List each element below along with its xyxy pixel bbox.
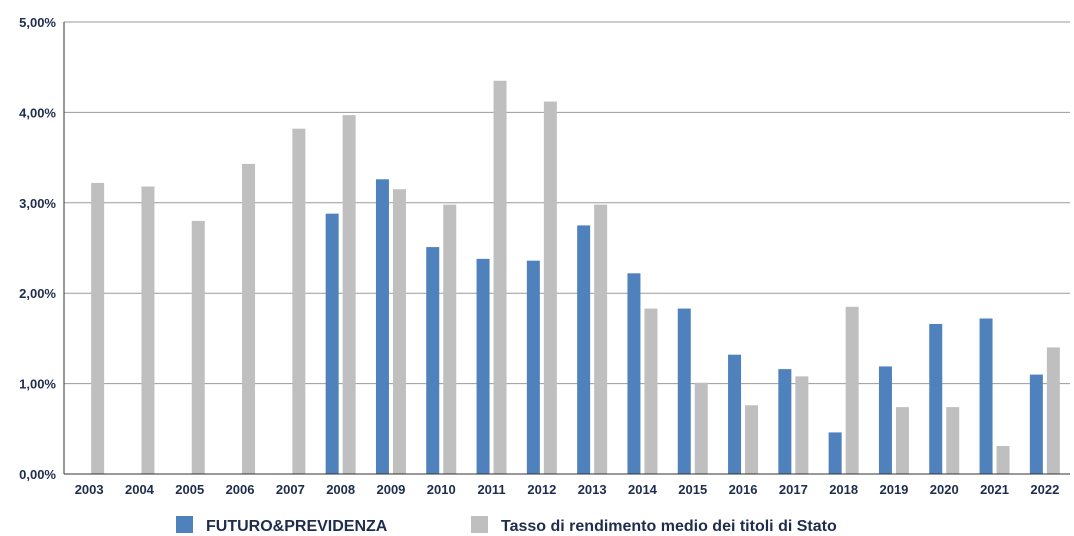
y-tick-label: 3,00% bbox=[19, 196, 56, 211]
bar-tasso-rendimento-2008 bbox=[342, 115, 356, 474]
x-tick-label: 2021 bbox=[980, 482, 1009, 497]
bar-tasso-rendimento-2009 bbox=[392, 189, 406, 475]
bar-tasso-rendimento-2017 bbox=[795, 376, 809, 474]
bar-tasso-rendimento-2010 bbox=[443, 204, 457, 474]
x-tick-label: 2020 bbox=[930, 482, 959, 497]
y-tick-label: 1,00% bbox=[19, 377, 56, 392]
x-tick-label: 2013 bbox=[578, 482, 607, 497]
legend-label-tasso-rendimento: Tasso di rendimento medio dei titoli di … bbox=[501, 518, 837, 535]
x-tick-label: 2017 bbox=[779, 482, 808, 497]
bar-futuro-previdenza-2015 bbox=[677, 308, 691, 474]
bar-tasso-rendimento-2007 bbox=[292, 128, 306, 474]
bar-tasso-rendimento-2003 bbox=[91, 182, 105, 475]
x-tick-label: 2012 bbox=[527, 482, 556, 497]
x-tick-label: 2011 bbox=[477, 482, 505, 497]
bar-futuro-previdenza-2018 bbox=[828, 432, 842, 474]
legend-swatch-futuro-previdenza bbox=[176, 516, 193, 533]
x-tick-label: 2016 bbox=[729, 482, 758, 497]
bar-futuro-previdenza-2011 bbox=[476, 258, 490, 474]
bar-tasso-rendimento-2020 bbox=[946, 407, 960, 474]
x-axis-tick-labels: 2003 2004 2005 2006 2007 2008 2009 2010 2011 2012… bbox=[75, 482, 1060, 497]
bar-tasso-rendimento-2022 bbox=[1046, 347, 1060, 474]
bar-futuro-previdenza-2014 bbox=[627, 273, 641, 474]
x-tick-label: 2019 bbox=[879, 482, 908, 497]
x-tick-label: 2004 bbox=[125, 482, 155, 497]
bar-tasso-rendimento-2012 bbox=[543, 101, 557, 474]
legend-label-futuro-previdenza: FUTURO&PREVIDENZA bbox=[206, 518, 388, 535]
x-tick-label: 2008 bbox=[326, 482, 355, 497]
bar-futuro-previdenza-2017 bbox=[778, 369, 792, 474]
bar-futuro-previdenza-2009 bbox=[375, 179, 389, 474]
x-tick-label: 2009 bbox=[376, 482, 405, 497]
bar-futuro-previdenza-2021 bbox=[979, 318, 993, 474]
bar-tasso-rendimento-2005 bbox=[191, 220, 205, 474]
x-tick-label: 2018 bbox=[829, 482, 858, 497]
bar-tasso-rendimento-2021 bbox=[996, 445, 1010, 474]
bar-tasso-rendimento-2013 bbox=[594, 204, 608, 474]
x-tick-label: 2015 bbox=[678, 482, 707, 497]
y-axis-tick-labels: 0,00% 1,00% 2,00% 3,00% 4,00% 5,00% bbox=[19, 15, 56, 482]
y-tick-label: 4,00% bbox=[19, 105, 56, 120]
x-tick-label: 2003 bbox=[75, 482, 104, 497]
bar-futuro-previdenza-2013 bbox=[577, 225, 591, 474]
bar-tasso-rendimento-2016 bbox=[745, 405, 759, 474]
bar-tasso-rendimento-2011 bbox=[493, 80, 507, 474]
bar-tasso-rendimento-2019 bbox=[895, 407, 909, 474]
legend-swatch-tasso-rendimento bbox=[471, 516, 488, 533]
x-tick-label: 2005 bbox=[175, 482, 204, 497]
bar-futuro-previdenza-2012 bbox=[526, 260, 540, 474]
bar-futuro-previdenza-2019 bbox=[878, 366, 892, 474]
legend: FUTURO&PREVIDENZA Tasso di rendimento me… bbox=[176, 516, 837, 535]
bar-tasso-rendimento-2015 bbox=[694, 382, 708, 474]
bar-futuro-previdenza-2016 bbox=[728, 354, 742, 474]
bar-futuro-previdenza-2008 bbox=[325, 213, 339, 474]
bar-tasso-rendimento-2006 bbox=[242, 163, 256, 475]
bar-futuro-previdenza-2022 bbox=[1029, 374, 1043, 474]
y-tick-label: 2,00% bbox=[19, 286, 56, 301]
grid-lines bbox=[64, 21, 1070, 385]
x-tick-label: 2010 bbox=[427, 482, 456, 497]
y-tick-label: 5,00% bbox=[19, 15, 56, 30]
x-tick-label: 2006 bbox=[226, 482, 255, 497]
bar-tasso-rendimento-2014 bbox=[644, 308, 658, 474]
bar-futuro-previdenza-2010 bbox=[426, 247, 440, 474]
bar-futuro-previdenza-2020 bbox=[929, 323, 943, 474]
x-tick-label: 2007 bbox=[276, 482, 305, 497]
y-tick-label: 0,00% bbox=[19, 467, 56, 482]
bar-tasso-rendimento-2004 bbox=[141, 186, 155, 474]
x-tick-label: 2014 bbox=[628, 482, 658, 497]
bars bbox=[91, 80, 1060, 475]
bar-tasso-rendimento-2018 bbox=[845, 306, 859, 474]
x-tick-label: 2022 bbox=[1030, 482, 1059, 497]
